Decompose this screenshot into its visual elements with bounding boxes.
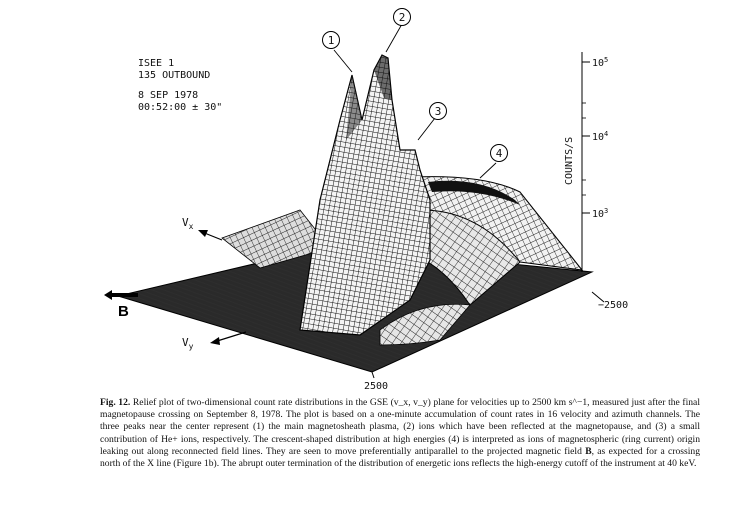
peak-label-3: 3 bbox=[429, 102, 447, 120]
svg-text:2: 2 bbox=[399, 11, 406, 24]
svg-text:4: 4 bbox=[496, 147, 503, 160]
vx-label: Vx bbox=[182, 216, 194, 231]
central-peaks bbox=[299, 54, 471, 346]
counts-axis bbox=[581, 52, 590, 272]
peak-label-1: 1 bbox=[322, 31, 340, 49]
edge-label-right: −2500 bbox=[598, 300, 628, 311]
b-field-label: B bbox=[118, 303, 129, 320]
time-label: 00:52:00 ± 30" bbox=[138, 102, 222, 113]
orbit-label: 135 OUTBOUND bbox=[138, 70, 210, 81]
peak-label-4: 4 bbox=[490, 144, 508, 162]
counts-axis-title: COUNTS/S bbox=[564, 137, 575, 185]
relief-plot: 1 2 3 4 ISEE 1 135 OUTBOUND 8 SEP 1978 0… bbox=[104, 8, 628, 392]
tick-label-1e4: 104 bbox=[592, 130, 608, 143]
caption-lead: Fig. 12. bbox=[100, 397, 131, 408]
tick-label-1e3: 103 bbox=[592, 207, 608, 220]
info-block: ISEE 1 135 OUTBOUND 8 SEP 1978 00:52:00 … bbox=[138, 58, 222, 113]
caption-text: Relief plot of two-dimensional count rat… bbox=[100, 397, 700, 457]
axis-labels: COUNTS/S 103 104 105 Vx Vy B −2500 2500 bbox=[118, 56, 628, 392]
edge-label-bottom: 2500 bbox=[364, 381, 388, 392]
peak-label-2: 2 bbox=[393, 8, 411, 26]
peak-leaders bbox=[333, 23, 497, 179]
caption-tail: , as expected for a crossing north of th… bbox=[100, 445, 700, 470]
date-label: 8 SEP 1978 bbox=[138, 90, 198, 101]
svg-text:1: 1 bbox=[328, 34, 335, 47]
figure-caption: Fig. 12. Relief plot of two-dimensional … bbox=[100, 397, 700, 470]
vy-label: Vy bbox=[182, 336, 194, 351]
tick-label-1e5: 105 bbox=[592, 56, 608, 69]
satellite-name: ISEE 1 bbox=[138, 58, 174, 69]
axis-arrows bbox=[104, 230, 605, 379]
svg-text:3: 3 bbox=[435, 105, 442, 118]
caption-bold-b: B bbox=[585, 445, 592, 457]
